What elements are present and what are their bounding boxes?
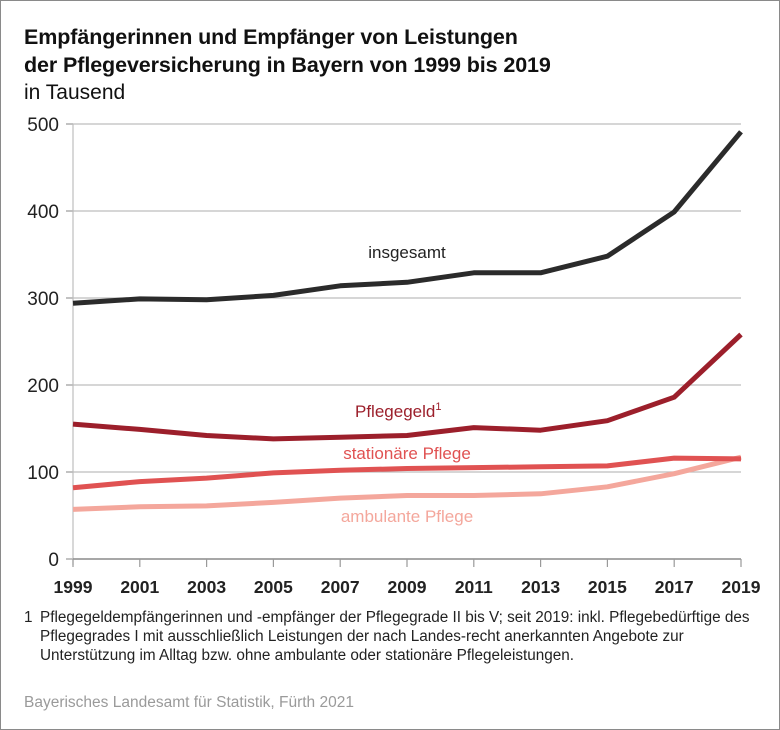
x-tick-label: 2011 bbox=[455, 577, 493, 597]
label-stationaere-pflege: stationäre Pflege bbox=[343, 444, 471, 463]
x-tick-labels: 1999 2001 2003 2005 2007 2009 2011 2013 2015 2017… bbox=[54, 577, 761, 597]
y-tick-label: 200 bbox=[27, 376, 59, 397]
y-tick-labels: 0 100 200 300 400 500 bbox=[27, 115, 59, 571]
footnote-number: 1 bbox=[24, 609, 33, 626]
label-insgesamt: insgesamt bbox=[368, 243, 446, 262]
footnote-marker: 1 bbox=[435, 401, 441, 413]
title-line-1: Empfängerinnen und Empfänger von Leistun… bbox=[24, 25, 518, 49]
axes bbox=[66, 123, 742, 567]
x-tick-label: 2003 bbox=[187, 577, 226, 597]
x-tick-label: 2013 bbox=[521, 577, 560, 597]
y-tick-label: 100 bbox=[27, 463, 59, 484]
series-lines bbox=[72, 130, 743, 512]
series-labels: insgesamt Pflegegeld1 stationäre Pflege … bbox=[341, 243, 473, 526]
label-ambulante-pflege: ambulante Pflege bbox=[341, 507, 473, 526]
x-tick-label: 2001 bbox=[120, 577, 159, 597]
chart-subtitle: in Tausend bbox=[24, 81, 126, 104]
x-tick-label: 2009 bbox=[388, 577, 427, 597]
y-tick-label: 500 bbox=[27, 115, 59, 136]
x-tick-label: 1999 bbox=[54, 577, 93, 597]
footnote-text: Pflegegeldempfängerinnen und -empfänger … bbox=[40, 609, 750, 664]
title-line-2: der Pflegeversicherung in Bayern von 199… bbox=[24, 53, 551, 77]
series-line-pflegegeld bbox=[72, 332, 743, 442]
x-tick-label: 2019 bbox=[722, 577, 761, 597]
series-line-insgesamt bbox=[72, 130, 743, 306]
series-line-ambulante-pflege bbox=[72, 454, 742, 512]
y-tick-label: 0 bbox=[48, 550, 59, 571]
y-tick-label: 400 bbox=[27, 202, 59, 223]
source-note: Bayerisches Landesamt für Statistik, Für… bbox=[24, 694, 354, 711]
series-line-station-re-pflege bbox=[72, 455, 742, 491]
chart-title: Empfängerinnen und Empfänger von Leistun… bbox=[24, 23, 551, 79]
y-tick-label: 300 bbox=[27, 289, 59, 310]
x-tick-label: 2007 bbox=[321, 577, 360, 597]
label-pflegegeld: Pflegegeld1 bbox=[355, 401, 441, 421]
x-tick-label: 2015 bbox=[588, 577, 627, 597]
x-tick-label: 2005 bbox=[254, 577, 293, 597]
x-tick-label: 2017 bbox=[655, 577, 694, 597]
footnote: 1 Pflegegeldempfängerinnen und -empfänge… bbox=[24, 608, 764, 665]
